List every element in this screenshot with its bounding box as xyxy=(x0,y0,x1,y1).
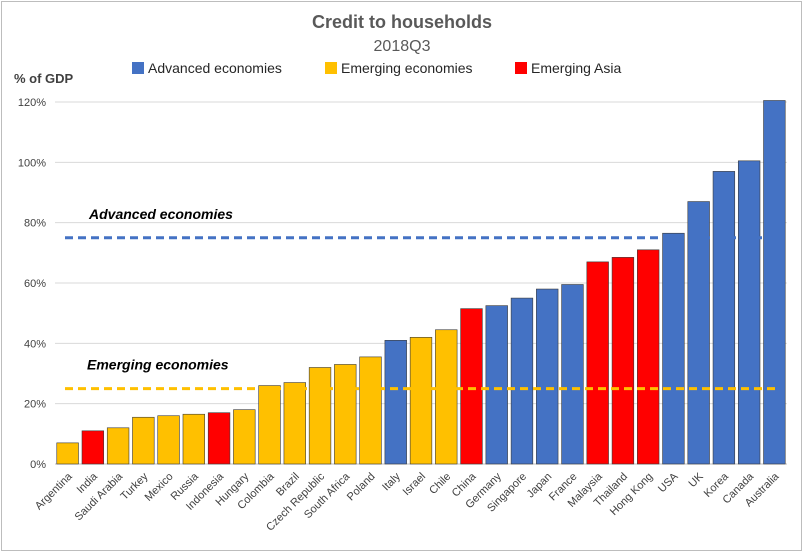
bar-argentina xyxy=(56,442,79,465)
y-tick-label: 80% xyxy=(24,218,46,230)
bar-brazil xyxy=(283,382,306,465)
bar-india xyxy=(81,430,105,465)
y-axis-ticks: 0% 20% 40% 60% 80% 100% 120% xyxy=(18,97,46,471)
legend-swatch xyxy=(325,62,337,74)
bar-usa xyxy=(662,232,685,465)
bar-malaysia xyxy=(586,261,609,465)
bar-chile xyxy=(435,329,458,465)
bar-russia xyxy=(182,413,205,465)
x-tick-label: Israel xyxy=(401,471,429,499)
legend-label: Emerging Asia xyxy=(531,60,621,76)
bar-saudi-arabia xyxy=(106,427,130,465)
x-tick-label: USA xyxy=(656,470,681,495)
reference-line-label: Emerging economies xyxy=(87,357,229,373)
bar-china xyxy=(460,308,483,465)
x-tick-label: UK xyxy=(686,470,706,490)
reference-lines: Advanced economies Emerging economies xyxy=(65,206,778,391)
y-tick-label: 60% xyxy=(24,278,46,290)
y-axis-label: % of GDP xyxy=(14,71,74,86)
bars xyxy=(56,100,786,465)
legend-label: Emerging economies xyxy=(341,60,473,76)
bar-south-africa xyxy=(334,364,357,465)
bar-turkey xyxy=(132,416,155,465)
x-tick-label: Mexico xyxy=(143,471,176,504)
bar-thailand xyxy=(611,257,635,465)
bar-uk xyxy=(687,201,710,465)
bar-hong-kong xyxy=(637,249,660,465)
bar-mexico xyxy=(157,415,180,465)
bar-indonesia xyxy=(207,412,231,465)
bar-italy xyxy=(384,340,407,465)
legend-swatch xyxy=(515,62,527,74)
legend-swatch xyxy=(132,62,144,74)
bar-colombia xyxy=(258,385,281,465)
bar-canada xyxy=(737,160,761,465)
y-tick-label: 0% xyxy=(30,459,46,471)
bar-singapore xyxy=(510,297,534,465)
y-tick-label: 100% xyxy=(18,157,46,169)
bar-hungary xyxy=(233,409,256,465)
bar-korea xyxy=(712,171,736,465)
bar-germany xyxy=(485,305,508,465)
chart-title: Credit to households xyxy=(312,12,492,32)
bar-czech-republic xyxy=(308,367,332,465)
bar-australia xyxy=(763,100,786,465)
x-tick-label: Chile xyxy=(427,471,453,497)
bar-france xyxy=(561,284,584,465)
reference-line-label: Advanced economies xyxy=(88,206,233,222)
x-tick-label: Argentina xyxy=(33,470,75,512)
x-tick-label: Saudi Arabia xyxy=(73,470,126,523)
x-tick-label: Poland xyxy=(345,471,378,504)
bar-israel xyxy=(409,336,433,465)
y-tick-label: 20% xyxy=(24,399,46,411)
bar-poland xyxy=(359,356,382,465)
legend-label: Advanced economies xyxy=(148,60,282,76)
chart-subtitle: 2018Q3 xyxy=(374,38,431,55)
y-tick-label: 120% xyxy=(18,97,46,109)
y-tick-label: 40% xyxy=(24,338,46,350)
bar-japan xyxy=(536,288,559,465)
legend: Advanced economies Emerging economies Emer… xyxy=(132,60,621,76)
